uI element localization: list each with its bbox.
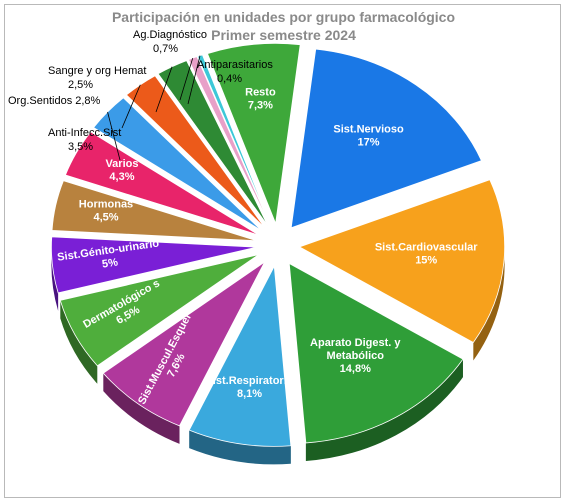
slice-label-11: Sangre y org Hemat 2,5% <box>48 65 146 91</box>
leader-line-12 <box>179 58 194 101</box>
slice-label-2: Aparato Digest. y Metabólico 14,8% <box>310 337 401 375</box>
slice-label-13: Antiparasitarios 0,4% <box>197 59 273 85</box>
pie-slice-0 <box>290 48 482 229</box>
slice-label-12: Ag.Diagnóstico 0,7% <box>133 29 207 55</box>
pie-slice-6 <box>51 236 257 294</box>
slice-label-0: Sist.Nervioso 17% <box>333 124 404 149</box>
pie-slice-side-1 <box>473 246 505 361</box>
pie-slice-2 <box>288 262 464 444</box>
slice-label-3: Sist.Respiratorio 8,1% <box>205 375 293 400</box>
slice-label-10: Org.Sentidos 2,8% <box>8 95 101 107</box>
slice-label-8: Varios 4,3% <box>105 158 138 183</box>
chart-subtitle: Primer semestre 2024 <box>211 27 356 43</box>
slice-label-14: Resto 7,3% <box>245 86 276 111</box>
chart-title-block: Participación en unidades por grupo farm… <box>0 8 567 44</box>
chart-title: Participación en unidades por grupo farm… <box>111 9 456 25</box>
leader-line-13 <box>187 55 201 105</box>
pie-slice-14 <box>206 43 301 225</box>
pie-slice-4 <box>102 261 265 427</box>
pie-slice-3 <box>188 264 292 447</box>
pie-slice-side-5 <box>60 300 98 384</box>
pie-slice-1 <box>298 179 506 344</box>
slice-label-9: Anti-Infecc.Sist 3,5% <box>48 127 121 153</box>
pie-slice-8 <box>64 131 259 236</box>
leader-line-9 <box>107 111 121 161</box>
slice-label-1: Sist.Cardiovascular 15% <box>375 241 478 266</box>
pie-slice-5 <box>59 254 259 367</box>
pie-slice-12 <box>187 56 271 226</box>
pie-slice-13 <box>197 54 271 225</box>
pie-slice-9 <box>93 97 262 232</box>
pie-slice-side-6 <box>51 247 59 311</box>
leader-line-10 <box>121 84 141 129</box>
pie-slice-7 <box>51 180 257 242</box>
pie-slice-11 <box>157 60 269 227</box>
leader-line-11 <box>155 66 173 113</box>
slice-label-7: Hormonas 4,5% <box>79 199 133 224</box>
pie-slice-side-4 <box>103 373 180 444</box>
pie-slice-side-2 <box>305 359 463 461</box>
